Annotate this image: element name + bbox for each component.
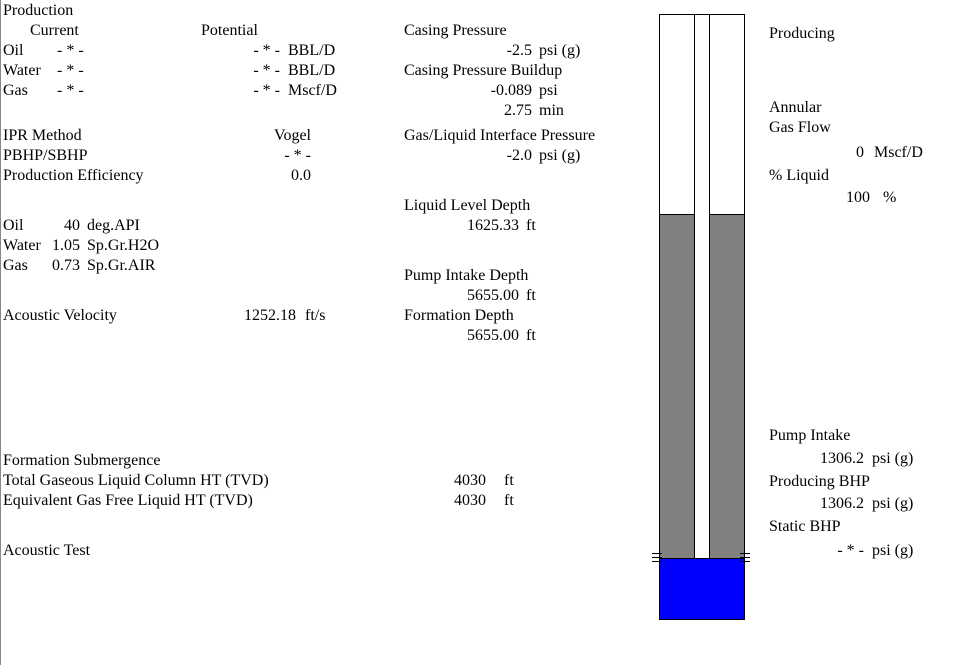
potential-header: Potential: [201, 22, 258, 39]
annular-label: Annular: [769, 99, 822, 116]
current-header: Current: [30, 22, 79, 39]
efficiency-label: Production Efficiency: [3, 167, 144, 184]
fluid-gas-unit: Sp.Gr.AIR: [87, 257, 156, 274]
casing-pressure-value: -2.5: [506, 42, 532, 59]
producing-bhp-value: 1306.2: [820, 495, 864, 512]
water-potential: - * -: [253, 62, 280, 79]
gas-flow-unit: Mscf/D: [874, 144, 923, 161]
acoustic-velocity-label: Acoustic Velocity: [3, 307, 117, 324]
liquid-level-unit: ft: [526, 217, 536, 234]
liquid-column-right: [710, 214, 744, 560]
pump-intake-marker-left: [652, 553, 662, 554]
gas-unit: Mscf/D: [288, 82, 337, 99]
acoustic-velocity-unit: ft/s: [305, 307, 326, 324]
liquid-column-left: [660, 214, 694, 560]
gas-flow-label: Gas Flow: [769, 119, 831, 136]
pump-intake-value: 1306.2: [820, 450, 864, 467]
pump-depth-value: 5655.00: [467, 287, 519, 304]
pump-intake-unit: psi (g): [872, 450, 914, 467]
buildup-time-unit: min: [539, 102, 564, 119]
oil-label: Oil: [3, 42, 24, 59]
buildup-value: -0.089: [490, 82, 532, 99]
gas-flow-value: 0: [856, 144, 864, 161]
efficiency-value: 0.0: [291, 167, 311, 184]
formation-fluid: [659, 558, 745, 620]
interface-pressure-unit: psi (g): [539, 147, 581, 164]
oil-current: - * -: [57, 42, 84, 59]
liquid-level-value: 1625.33: [467, 217, 519, 234]
gas-label: Gas: [3, 82, 28, 99]
oil-unit: BBL/D: [288, 42, 336, 59]
formation-depth-unit: ft: [526, 327, 536, 344]
buildup-label: Casing Pressure Buildup: [404, 62, 563, 79]
fluid-water-unit: Sp.Gr.H2O: [87, 237, 160, 254]
gas-potential: - * -: [253, 82, 280, 99]
fluid-gas-value: 0.73: [52, 257, 80, 274]
total-column-unit: ft: [504, 472, 514, 489]
submergence-title: Formation Submergence: [3, 452, 161, 469]
fluid-gas-label: Gas: [3, 257, 28, 274]
casing-pressure-unit: psi (g): [539, 42, 581, 59]
pump-intake-marker-right-3: [740, 561, 750, 562]
interface-pressure-label: Gas/Liquid Interface Pressure: [404, 127, 596, 144]
fluid-oil-label: Oil: [3, 217, 24, 234]
fluid-water-value: 1.05: [52, 237, 80, 254]
buildup-time-value: 2.75: [504, 102, 532, 119]
buildup-unit: psi: [539, 82, 558, 99]
production-title: Production: [3, 2, 74, 19]
percent-liquid-unit: %: [883, 189, 897, 206]
acoustic-test-label: Acoustic Test: [3, 542, 91, 559]
total-column-value: 4030: [454, 472, 486, 489]
pbhp-label: PBHP/SBHP: [3, 147, 88, 164]
producing-bhp-unit: psi (g): [872, 495, 914, 512]
static-bhp-unit: psi (g): [872, 542, 914, 559]
status-label: Producing: [769, 25, 835, 42]
formation-depth-value: 5655.00: [467, 327, 519, 344]
total-column-label: Total Gaseous Liquid Column HT (TVD): [3, 472, 269, 489]
static-bhp-value: - * -: [837, 542, 864, 559]
pump-intake-marker-right: [740, 553, 750, 554]
fluid-oil-unit: deg.API: [87, 217, 140, 234]
acoustic-velocity-value: 1252.18: [244, 307, 296, 324]
static-bhp-label: Static BHP: [769, 518, 841, 535]
percent-liquid-value: 100: [846, 189, 870, 206]
gas-current: - * -: [57, 82, 84, 99]
interface-pressure-value: -2.0: [506, 147, 532, 164]
pump-intake-marker-right-2: [740, 557, 750, 558]
pump-depth-label: Pump Intake Depth: [404, 267, 529, 284]
oil-potential: - * -: [253, 42, 280, 59]
pump-intake-marker-left-2: [652, 557, 662, 558]
pbhp-value: - * -: [284, 147, 311, 164]
equiv-column-value: 4030: [454, 492, 486, 509]
casing-pressure-label: Casing Pressure: [404, 22, 507, 39]
equiv-column-unit: ft: [504, 492, 514, 509]
water-label: Water: [3, 62, 41, 79]
producing-bhp-label: Producing BHP: [769, 473, 870, 490]
water-unit: BBL/D: [288, 62, 336, 79]
fluid-water-label: Water: [3, 237, 41, 254]
percent-liquid-label: % Liquid: [769, 167, 829, 184]
formation-depth-label: Formation Depth: [404, 307, 514, 324]
pump-intake-marker-left-3: [652, 561, 662, 562]
ipr-method-value: Vogel: [273, 127, 311, 144]
liquid-level-label: Liquid Level Depth: [404, 197, 531, 214]
pump-depth-unit: ft: [526, 287, 536, 304]
pump-intake-label: Pump Intake: [769, 427, 851, 444]
fluid-oil-value: 40: [64, 217, 80, 234]
equiv-column-label: Equivalent Gas Free Liquid HT (TVD): [3, 492, 253, 509]
water-current: - * -: [57, 62, 84, 79]
ipr-method-label: IPR Method: [3, 127, 82, 144]
